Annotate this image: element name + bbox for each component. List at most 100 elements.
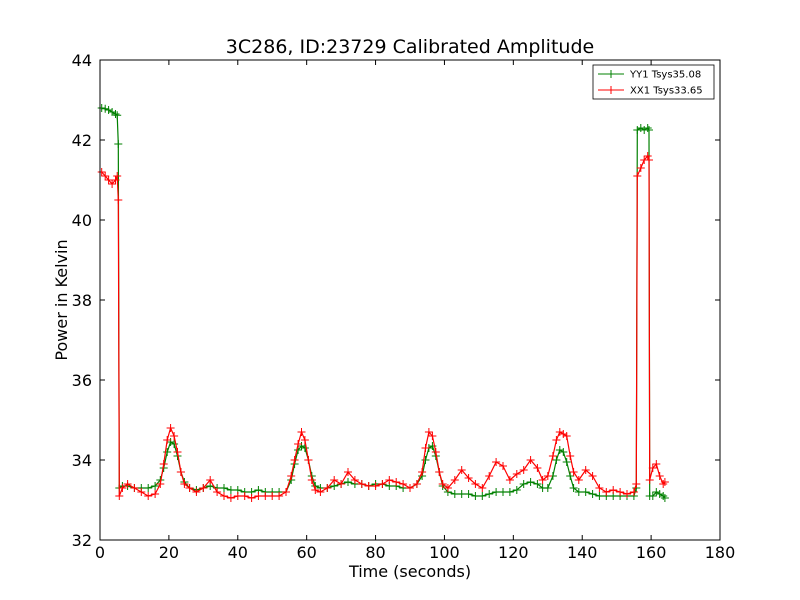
series-1-point-44 <box>311 486 320 494</box>
series-1-point-11 <box>137 488 146 496</box>
x-tick-label-8: 160 <box>636 543 667 562</box>
y-axis-title: Power in Kelvin <box>52 239 71 360</box>
series-1-point-106 <box>648 464 657 472</box>
series-0-point-27 <box>220 484 228 492</box>
series-1-point-63 <box>428 432 437 440</box>
series-0-point-87 <box>562 458 571 466</box>
series-0-point-92 <box>588 490 597 498</box>
series-1-point-78 <box>519 466 528 474</box>
series-1-point-65 <box>435 468 444 476</box>
series-0-point-109 <box>659 492 668 500</box>
y-tick-label-5: 42 <box>72 131 92 150</box>
series-1-point-32 <box>254 492 263 500</box>
series-1-point-20 <box>176 468 185 476</box>
series-1-point-81 <box>538 476 547 484</box>
series-1-point-23 <box>192 488 201 496</box>
series-1-point-31 <box>247 494 256 502</box>
series-1-point-86 <box>559 430 568 438</box>
series-1-point-48 <box>337 480 346 488</box>
x-tick-label-2: 40 <box>228 543 248 562</box>
series-1-point-53 <box>371 482 380 490</box>
series-1-point-27 <box>220 492 228 500</box>
series-1-point-22 <box>185 484 194 492</box>
series-1-point-4 <box>111 176 120 184</box>
series-0-point-91 <box>581 488 590 496</box>
series-1-point-95 <box>609 486 618 494</box>
series-0-point-16 <box>163 448 172 456</box>
series-1-point-103 <box>643 152 652 160</box>
x-tick-label-0: 0 <box>95 543 105 562</box>
series-0-point-86 <box>559 448 568 456</box>
series-1-point-35 <box>275 492 284 500</box>
series-1-point-76 <box>505 476 514 484</box>
series-0-point-28 <box>226 486 235 494</box>
series-1-point-39 <box>294 440 303 448</box>
series-0-point-101 <box>636 124 645 132</box>
series-1-point-12 <box>144 492 153 500</box>
series-1-point-68 <box>450 476 459 484</box>
series-0-point-4 <box>111 110 120 118</box>
y-tick-label-3: 38 <box>72 291 92 310</box>
y-tick-label-2: 36 <box>72 371 92 390</box>
series-1-point-21 <box>180 480 189 488</box>
x-tick-label-3: 60 <box>296 543 316 562</box>
y-tick-label-4: 40 <box>72 211 92 230</box>
series-0-point-68 <box>450 490 459 498</box>
series-0-point-73 <box>485 490 494 498</box>
series-1-point-109 <box>659 480 668 488</box>
series-1-point-24 <box>199 484 208 492</box>
legend-frame <box>592 64 715 100</box>
series-1-point-85 <box>555 428 564 436</box>
series-0-point-49 <box>344 478 352 486</box>
y-tick-label-0: 32 <box>72 531 92 550</box>
series-0-point-72 <box>478 492 487 500</box>
series-1-point-28 <box>226 494 235 502</box>
series-1-point-54 <box>378 480 387 488</box>
series-0-point-110 <box>660 494 669 502</box>
legend-marker-xx1 <box>607 86 615 94</box>
x-axis-title: Time (seconds) <box>348 562 471 581</box>
series-1-point-5 <box>113 172 122 180</box>
y-tick-label-6: 44 <box>72 51 92 70</box>
series-0-point-88 <box>566 472 575 480</box>
series-0-point-89 <box>569 484 578 492</box>
series-1-point-92 <box>588 472 597 480</box>
series-0-point-107 <box>652 488 661 496</box>
series-1-point-25 <box>206 476 215 484</box>
series-0-point-69 <box>457 490 466 498</box>
series-1-point-1 <box>101 172 110 180</box>
series-0-point-6 <box>114 140 123 148</box>
series-1-point-62 <box>424 428 433 436</box>
series-1-point-37 <box>287 472 296 480</box>
series-1-point-46 <box>323 484 332 492</box>
series-1-point-3 <box>108 180 117 188</box>
series-1-point-84 <box>552 436 561 444</box>
series-0-point-0 <box>97 104 106 112</box>
series-1-point-52 <box>364 482 373 490</box>
series-0-point-12 <box>144 484 153 492</box>
series-1-point-66 <box>438 480 447 488</box>
ticks-layer: 0 20 40 60 80 100 120 140 160 180 32 34 36 38 40 42 44 <box>72 51 736 562</box>
series-1-point-96 <box>616 488 625 496</box>
series-0-point-79 <box>526 478 535 486</box>
series-1-point-58 <box>406 484 414 492</box>
series-1-point-99 <box>632 480 641 488</box>
series-1-point-51 <box>357 480 366 488</box>
x-tick-label-7: 140 <box>567 543 598 562</box>
series-0-point-70 <box>464 490 473 498</box>
series-0-point-17 <box>166 438 175 446</box>
series-1-point-104 <box>645 156 653 164</box>
series-1-point-29 <box>233 492 242 500</box>
series-1-point-56 <box>392 478 401 486</box>
x-tick-label-4: 80 <box>365 543 385 562</box>
series-1-point-87 <box>562 432 571 440</box>
x-tick-label-9: 180 <box>705 543 736 562</box>
series-1-point-110 <box>660 478 669 486</box>
series-1-point-0 <box>97 168 106 176</box>
series-1-point-91 <box>581 466 590 474</box>
series-0-point-77 <box>512 486 521 494</box>
series-0-point-74 <box>492 488 501 496</box>
series-1-point-88 <box>566 452 575 460</box>
legend-marker-yy1 <box>607 70 615 78</box>
series-1-point-33 <box>261 492 270 500</box>
